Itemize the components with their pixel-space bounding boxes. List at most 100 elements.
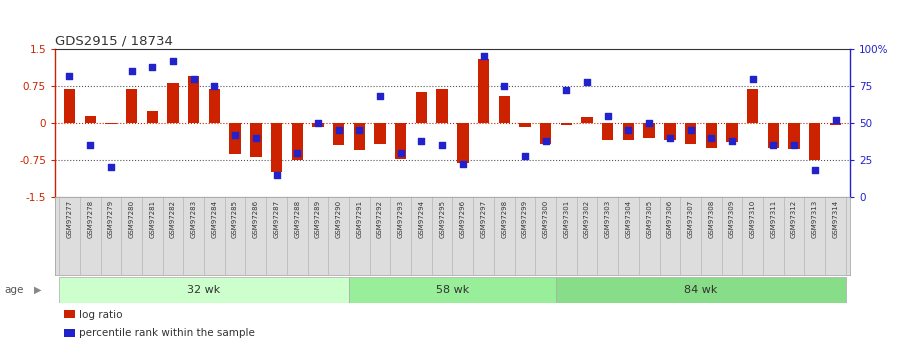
Text: 32 wk: 32 wk	[187, 285, 221, 295]
Text: GSM97307: GSM97307	[688, 200, 693, 238]
Bar	[354, 123, 365, 150]
Bar	[556, 277, 846, 303]
Text: GSM97311: GSM97311	[770, 200, 776, 238]
Bar	[727, 123, 738, 142]
Bar	[84, 116, 96, 123]
Point	[476, 53, 491, 59]
Point	[352, 128, 367, 133]
Text: percentile rank within the sample: percentile rank within the sample	[80, 328, 255, 338]
Text: 58 wk: 58 wk	[436, 285, 469, 295]
Bar	[209, 89, 220, 123]
Point	[455, 162, 470, 167]
Text: GSM97293: GSM97293	[397, 200, 404, 238]
Bar	[830, 123, 842, 126]
Text: GSM97305: GSM97305	[646, 200, 653, 238]
Point	[559, 88, 574, 93]
Text: GSM97288: GSM97288	[294, 200, 300, 238]
Bar	[271, 123, 282, 172]
Bar	[167, 82, 178, 123]
Bar	[561, 123, 572, 126]
Text: GSM97292: GSM97292	[377, 200, 383, 238]
Point	[414, 138, 429, 144]
Text: GSM97291: GSM97291	[357, 200, 362, 238]
Point	[580, 79, 595, 84]
Bar	[643, 123, 655, 138]
Text: GSM97278: GSM97278	[87, 200, 93, 238]
Text: GSM97300: GSM97300	[543, 200, 548, 238]
Bar	[623, 123, 634, 140]
Point	[290, 150, 304, 155]
Text: GSM97297: GSM97297	[481, 200, 487, 238]
Bar	[415, 92, 427, 123]
Point	[249, 135, 263, 140]
Bar	[767, 123, 779, 148]
Point	[725, 138, 739, 144]
Point	[270, 172, 284, 178]
Text: 84 wk: 84 wk	[684, 285, 718, 295]
Bar	[333, 123, 344, 145]
Point	[704, 135, 719, 140]
Point	[828, 117, 843, 123]
Text: GSM97295: GSM97295	[439, 200, 445, 238]
Bar	[478, 59, 490, 123]
Point	[435, 142, 450, 148]
Bar	[685, 123, 696, 144]
Point	[621, 128, 635, 133]
Bar	[147, 111, 158, 123]
Point	[104, 165, 119, 170]
Text: GSM97308: GSM97308	[709, 200, 714, 238]
Point	[538, 138, 553, 144]
Text: GSM97298: GSM97298	[501, 200, 508, 238]
Bar	[59, 277, 349, 303]
Text: GSM97285: GSM97285	[232, 200, 238, 238]
Point	[166, 58, 180, 63]
Text: GSM97309: GSM97309	[729, 200, 735, 238]
Text: GSM97284: GSM97284	[212, 200, 217, 238]
Bar	[230, 123, 241, 154]
Point	[186, 76, 201, 81]
Text: GSM97301: GSM97301	[564, 200, 569, 238]
Point	[373, 93, 387, 99]
Point	[786, 142, 801, 148]
Text: GSM97289: GSM97289	[315, 200, 321, 238]
Point	[683, 128, 698, 133]
Bar	[664, 123, 675, 140]
Bar	[706, 123, 717, 148]
Point	[207, 83, 222, 89]
Point	[310, 120, 325, 126]
Bar	[105, 123, 117, 125]
Text: GDS2915 / 18734: GDS2915 / 18734	[55, 34, 173, 47]
Text: GSM97290: GSM97290	[336, 200, 341, 238]
Bar	[519, 123, 530, 127]
Text: GSM97313: GSM97313	[812, 200, 818, 238]
Point	[746, 76, 760, 81]
Point	[518, 153, 532, 158]
Bar	[540, 123, 551, 144]
Point	[662, 135, 677, 140]
Bar	[375, 123, 386, 144]
Text: GSM97304: GSM97304	[625, 200, 632, 238]
Bar	[581, 117, 593, 123]
Point	[228, 132, 243, 138]
Bar	[436, 89, 448, 123]
Point	[145, 64, 159, 70]
Text: GSM97302: GSM97302	[584, 200, 590, 238]
Bar	[788, 123, 800, 149]
Bar	[395, 123, 406, 158]
Text: GSM97280: GSM97280	[129, 200, 135, 238]
Bar	[63, 89, 75, 123]
Text: GSM97306: GSM97306	[667, 200, 673, 238]
Text: GSM97279: GSM97279	[108, 200, 114, 238]
Text: GSM97294: GSM97294	[418, 200, 424, 238]
Bar	[126, 89, 138, 123]
Text: log ratio: log ratio	[80, 309, 123, 319]
Text: GSM97312: GSM97312	[791, 200, 797, 238]
Point	[62, 73, 77, 78]
Point	[767, 142, 781, 148]
Bar	[602, 123, 614, 140]
Text: GSM97286: GSM97286	[252, 200, 259, 238]
Text: GSM97303: GSM97303	[605, 200, 611, 238]
Bar	[747, 89, 758, 123]
Point	[124, 68, 138, 74]
Bar	[349, 277, 556, 303]
